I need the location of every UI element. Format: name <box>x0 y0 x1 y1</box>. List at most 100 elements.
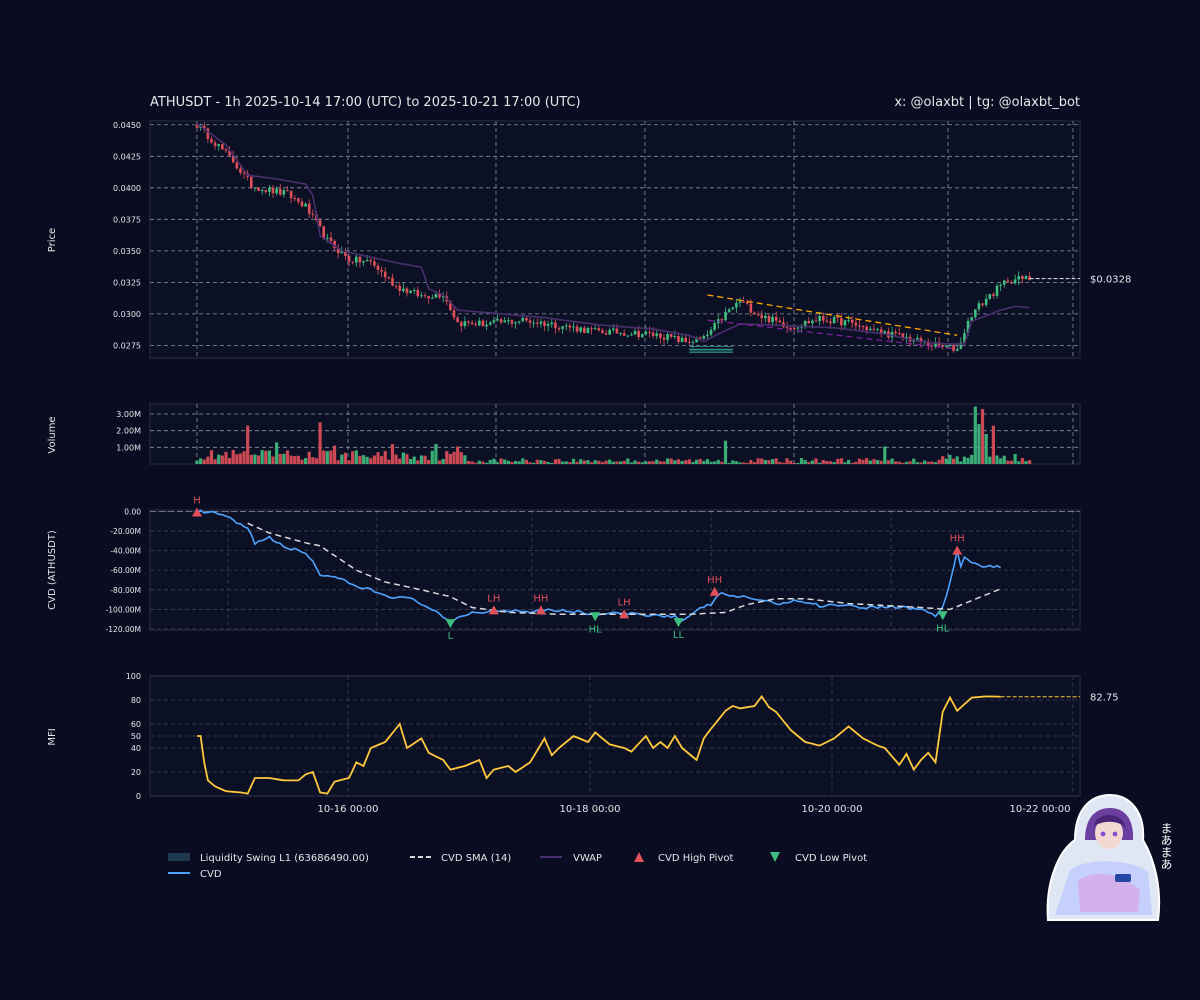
candle-body <box>264 190 268 192</box>
candle-body <box>731 307 735 310</box>
volume-bar <box>676 459 681 464</box>
volume-bar <box>582 460 586 464</box>
candle-body <box>275 188 278 194</box>
candle-body <box>622 333 626 336</box>
volume-bar <box>897 461 901 464</box>
cvd-high-pivot-marker <box>619 609 630 619</box>
candle-body <box>854 322 858 326</box>
candle-body <box>821 316 825 321</box>
candle-body <box>630 334 633 336</box>
volume-bar <box>868 460 872 464</box>
candle-body <box>926 341 930 346</box>
candle-body <box>706 334 709 337</box>
candle-body <box>260 190 264 192</box>
candle-body <box>651 332 655 336</box>
cvd-high-pivot-marker <box>488 605 499 615</box>
candle-body <box>934 342 937 347</box>
volume-bar <box>238 453 243 464</box>
y-tick-label: 0.0450 <box>113 121 141 130</box>
y-tick-label: -120.00M <box>106 625 141 634</box>
candle-body <box>684 337 687 342</box>
candle-body <box>365 260 369 262</box>
candle-body <box>724 311 727 321</box>
volume-bar <box>734 461 738 464</box>
candle-body <box>974 309 977 318</box>
candle-body <box>735 302 738 308</box>
candle-body <box>847 319 850 321</box>
volume-bar <box>542 460 547 464</box>
volume-bar <box>778 461 782 464</box>
volume-bar <box>242 451 246 464</box>
volume-bar <box>687 459 691 464</box>
y-tick-label: -100.00M <box>106 605 141 614</box>
volume-bar <box>731 460 735 464</box>
candle-body <box>1013 279 1017 284</box>
candle-body <box>832 317 836 324</box>
volume-bar <box>923 460 927 464</box>
volume-bar <box>513 460 518 464</box>
pivot-label: HL <box>936 623 950 634</box>
candle-body <box>1002 280 1006 285</box>
hooded-character-sticker-icon <box>1046 793 1161 921</box>
candle-body <box>897 333 901 335</box>
candle-body <box>905 336 908 338</box>
volume-bar <box>637 461 641 464</box>
volume-bar <box>600 462 605 464</box>
resistance-trendline <box>707 294 958 336</box>
volume-bar <box>803 460 807 464</box>
volume-bar <box>684 460 688 464</box>
volume-bar <box>973 406 977 464</box>
candle-body <box>449 301 452 311</box>
volume-bar <box>1028 460 1032 464</box>
candle-body <box>865 326 868 331</box>
y-tick-label: 3.00M <box>116 410 141 419</box>
candle-body <box>648 331 651 333</box>
candle-body <box>575 326 579 332</box>
y-tick-label: 40 <box>131 744 141 753</box>
volume-bar <box>524 459 529 464</box>
volume-bar <box>879 460 883 464</box>
y-tick-label: -40.00M <box>110 547 141 556</box>
volume-bar <box>767 460 771 464</box>
candle-body <box>499 319 503 323</box>
volume-bar <box>456 446 460 464</box>
candle-body <box>333 240 336 249</box>
candle-body <box>774 316 778 321</box>
candle-body <box>583 327 586 334</box>
candle-body <box>789 328 792 330</box>
volume-bar <box>448 453 452 464</box>
volume-bar <box>369 458 373 464</box>
volume-bar <box>419 455 424 464</box>
volume-bar <box>304 458 308 464</box>
volume-bar <box>843 462 847 464</box>
candle-body <box>217 144 221 146</box>
volume-bar <box>944 458 948 464</box>
candle-body <box>358 256 362 263</box>
volume-bar <box>466 460 471 464</box>
volume-bar <box>488 459 492 464</box>
candle-body <box>391 277 394 286</box>
candle-body <box>662 337 666 340</box>
volume-bar <box>217 454 221 464</box>
candle-body <box>293 198 297 200</box>
candle-body <box>550 322 554 325</box>
x-tick-label: 10-20 00:00 <box>801 804 862 815</box>
volume-bar <box>351 451 355 464</box>
candle-body <box>883 331 887 334</box>
candle-body <box>510 320 514 324</box>
y-tick-label: -20.00M <box>110 527 141 536</box>
y-tick-label: 0.0375 <box>113 215 141 224</box>
y-tick-label: 0.0350 <box>113 247 141 256</box>
candle-body <box>745 302 749 304</box>
candle-body <box>894 331 897 334</box>
candle-body <box>326 237 329 239</box>
volume-bar <box>955 456 959 464</box>
candle-body <box>615 328 619 334</box>
volume-bar <box>705 459 710 464</box>
candle-body <box>858 325 861 327</box>
volume-bar <box>673 460 677 464</box>
volume-bar <box>970 454 974 464</box>
volume-bar <box>1020 458 1024 464</box>
volume-bar <box>539 460 543 464</box>
volume-bar <box>959 461 963 464</box>
